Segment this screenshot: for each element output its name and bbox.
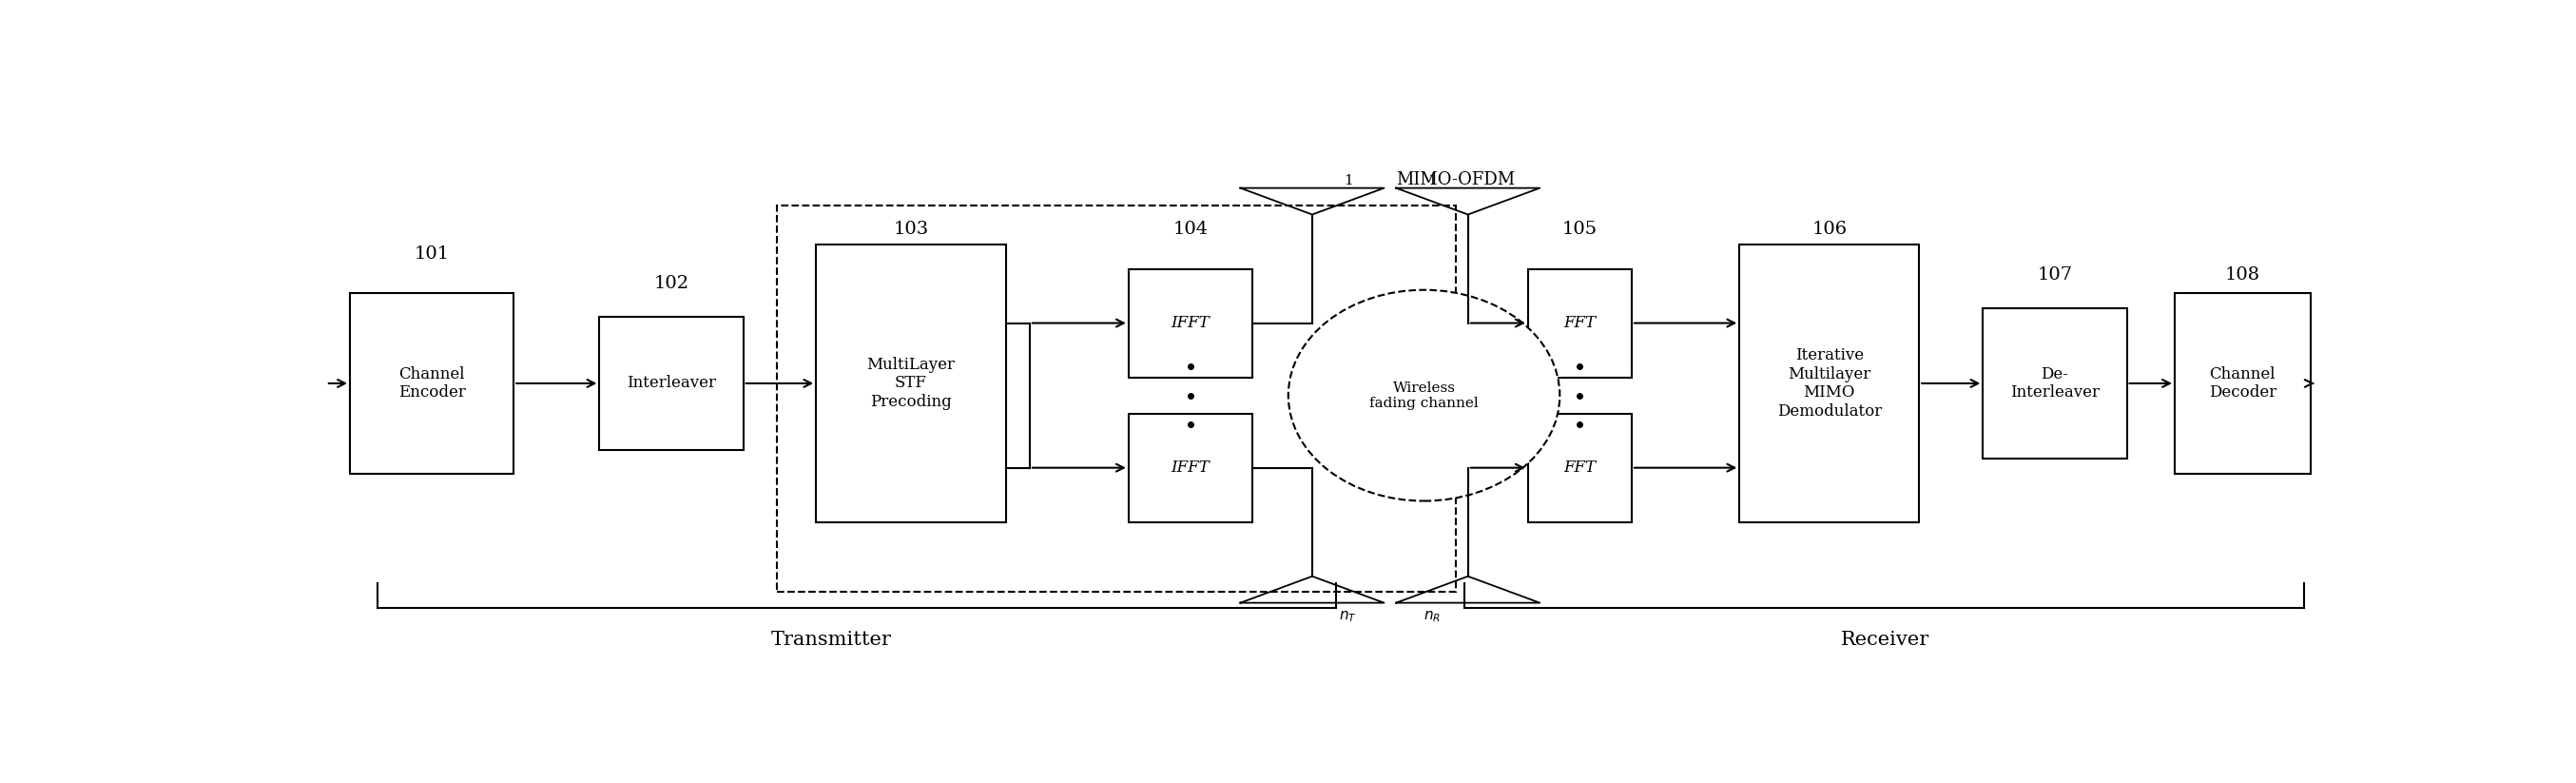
Text: 108: 108 [2226, 266, 2259, 283]
Text: 1: 1 [1345, 174, 1352, 187]
Text: IFFT: IFFT [1172, 460, 1211, 476]
Text: FFT: FFT [1564, 315, 1597, 331]
Bar [1528, 413, 1631, 522]
Text: 1: 1 [1427, 174, 1437, 187]
Text: Interleaver: Interleaver [626, 375, 716, 392]
Bar [600, 317, 744, 449]
Bar [1128, 269, 1252, 377]
Text: Channel
Encoder: Channel Encoder [399, 366, 466, 401]
Text: IFFT: IFFT [1172, 315, 1211, 331]
Bar [1128, 413, 1252, 522]
Text: Channel
Decoder: Channel Decoder [2208, 366, 2277, 401]
Bar [1739, 245, 1919, 522]
Text: MIMO-OFDM: MIMO-OFDM [1396, 171, 1515, 188]
Text: 106: 106 [1811, 221, 1847, 238]
Text: FFT: FFT [1564, 460, 1597, 476]
Text: MultiLayer
STF
Precoding: MultiLayer STF Precoding [866, 356, 956, 410]
Bar [350, 293, 513, 474]
Text: Wireless
fading channel: Wireless fading channel [1370, 381, 1479, 410]
Text: 107: 107 [2038, 266, 2074, 283]
Text: Receiver: Receiver [1842, 630, 1929, 648]
Text: 103: 103 [894, 221, 930, 238]
Bar [817, 245, 1005, 522]
Text: Iterative
Multilayer
MIMO
Demodulator: Iterative Multilayer MIMO Demodulator [1777, 348, 1880, 420]
Bar [778, 205, 1455, 591]
Bar [2174, 293, 2311, 474]
Text: Transmitter: Transmitter [770, 630, 891, 648]
Text: De-
Interleaver: De- Interleaver [2009, 366, 2099, 401]
Bar [1984, 308, 2128, 459]
Text: 105: 105 [1561, 221, 1597, 238]
Ellipse shape [1288, 290, 1561, 501]
Text: 101: 101 [415, 245, 448, 262]
Bar [1528, 269, 1631, 377]
Text: 102: 102 [654, 276, 688, 292]
Text: $n_R$: $n_R$ [1425, 609, 1440, 624]
Text: 104: 104 [1172, 221, 1208, 238]
Text: $n_T$: $n_T$ [1340, 609, 1358, 624]
